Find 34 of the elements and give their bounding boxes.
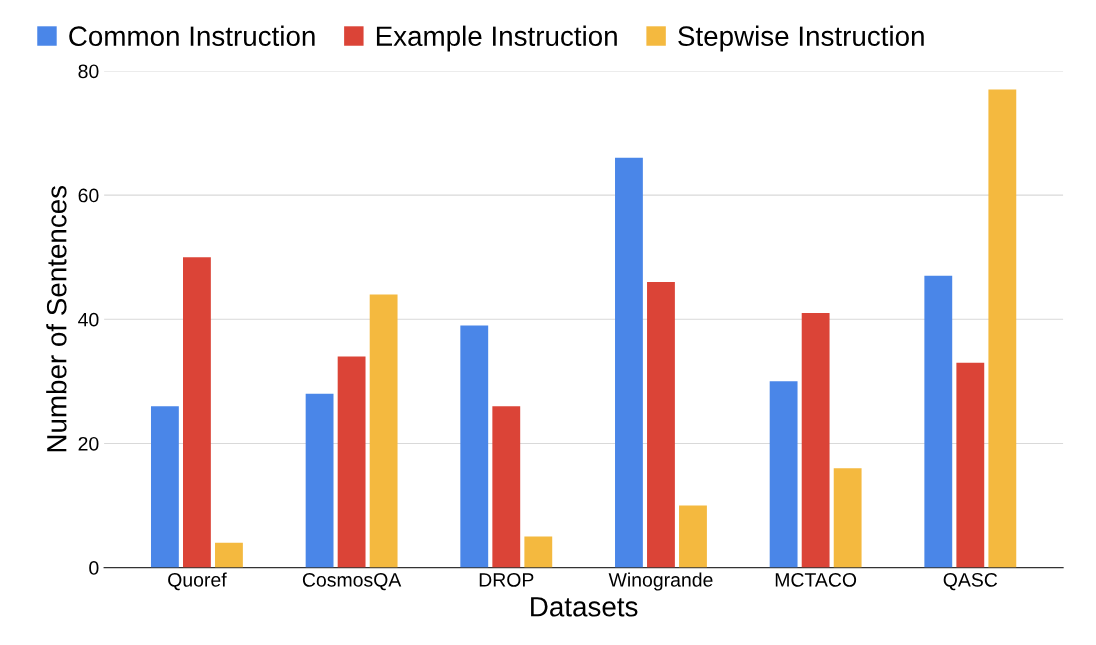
- x-tick-label: Winogrande: [608, 572, 713, 591]
- x-axis-title: Datasets: [531, 597, 638, 617]
- bar: [956, 362, 985, 568]
- y-tick-label: 20: [78, 436, 99, 451]
- bar: [369, 294, 398, 568]
- y-tick-label: 60: [78, 188, 99, 203]
- bar: [215, 542, 243, 568]
- bar: [769, 381, 798, 568]
- bar: [337, 356, 366, 568]
- bar: [988, 89, 1017, 568]
- y-tick-label: 40: [78, 312, 99, 327]
- bar: [679, 505, 707, 568]
- y-tick-label: 0: [89, 561, 99, 575]
- x-tick-label: CosmosQA: [302, 572, 402, 591]
- bar: [460, 325, 489, 568]
- bar: [924, 275, 953, 568]
- bar: [305, 393, 334, 568]
- legend-label: Example Instruction: [376, 25, 617, 52]
- bar: [492, 406, 521, 568]
- legend-label: Common Instruction: [69, 25, 315, 47]
- bar: [183, 257, 211, 568]
- bar: [615, 157, 643, 568]
- bar: [801, 313, 830, 568]
- bar: [647, 282, 675, 568]
- bar: [524, 536, 553, 568]
- y-axis-title: Number of Sentences: [46, 185, 67, 452]
- bar: [150, 406, 179, 568]
- x-tick-label: MCTACO: [775, 572, 857, 587]
- legend-label: Stepwise Instruction: [678, 25, 924, 52]
- x-tick-label: QASC: [943, 572, 998, 591]
- x-tick-label: DROP: [479, 572, 534, 587]
- x-tick-label: Quoref: [168, 572, 227, 591]
- bar: [833, 468, 862, 568]
- y-tick-label: 80: [78, 64, 99, 79]
